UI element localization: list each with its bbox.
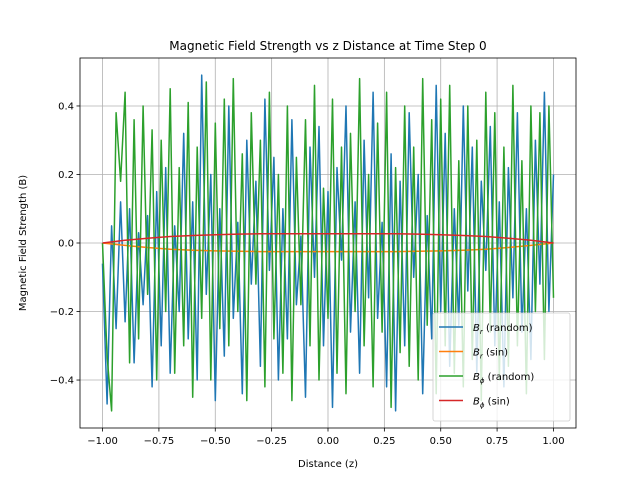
legend-label-2: Bϕ (random) — [473, 372, 534, 385]
legend-suffix: (sin) — [483, 348, 508, 359]
y-tick-label: 0.2 — [58, 170, 74, 181]
x-tick-label: −0.75 — [144, 436, 175, 447]
y-axis-ticks: −0.4 −0.2 0.0 0.2 0.4 — [50, 101, 80, 387]
x-tick-label: 0.75 — [486, 436, 508, 447]
legend-symbol: B — [473, 372, 480, 383]
series-line-3 — [102, 233, 554, 244]
x-tick-label: 0.00 — [317, 436, 339, 447]
legend-label-3: Bϕ (sin) — [473, 397, 510, 410]
y-tick-label: −0.2 — [50, 307, 74, 318]
legend-suffix: (random) — [483, 323, 533, 334]
legend-symbol: B — [473, 323, 480, 334]
legend-subscript: r — [480, 353, 484, 361]
legend-subscript: r — [480, 328, 484, 336]
legend-subscript: ϕ — [480, 402, 485, 410]
x-tick-label: 0.25 — [373, 436, 395, 447]
chart-title: Magnetic Field Strength vs z Distance at… — [169, 39, 486, 53]
legend-box — [432, 312, 571, 422]
y-tick-label: 0.4 — [58, 101, 74, 112]
legend: Br (random)Br (sin)Bϕ (random)Bϕ (sin) — [432, 312, 571, 422]
x-tick-label: −1.00 — [87, 436, 118, 447]
y-tick-label: −0.4 — [50, 376, 74, 387]
legend-symbol: B — [473, 397, 480, 408]
legend-suffix: (sin) — [485, 397, 510, 408]
legend-suffix: (random) — [485, 372, 535, 383]
legend-symbol: B — [473, 348, 480, 359]
x-tick-label: −0.50 — [200, 436, 231, 447]
series-layer — [101, 74, 555, 412]
y-axis-label: Magnetic Field Strength (B) — [18, 175, 29, 311]
x-axis-ticks: −1.00 −0.75 −0.50 −0.25 0.00 0.25 0.50 0.75 1.00 — [87, 428, 565, 447]
legend-label-0: Br (random) — [473, 323, 533, 336]
legend-subscript: ϕ — [480, 377, 485, 385]
x-tick-label: 1.00 — [542, 436, 564, 447]
y-tick-label: 0.0 — [58, 239, 74, 250]
legend-label-1: Br (sin) — [473, 348, 508, 361]
x-tick-label: 0.50 — [430, 436, 452, 447]
series-line-0 — [101, 74, 555, 412]
x-tick-label: −0.25 — [256, 436, 287, 447]
x-axis-label: Distance (z) — [298, 459, 358, 470]
